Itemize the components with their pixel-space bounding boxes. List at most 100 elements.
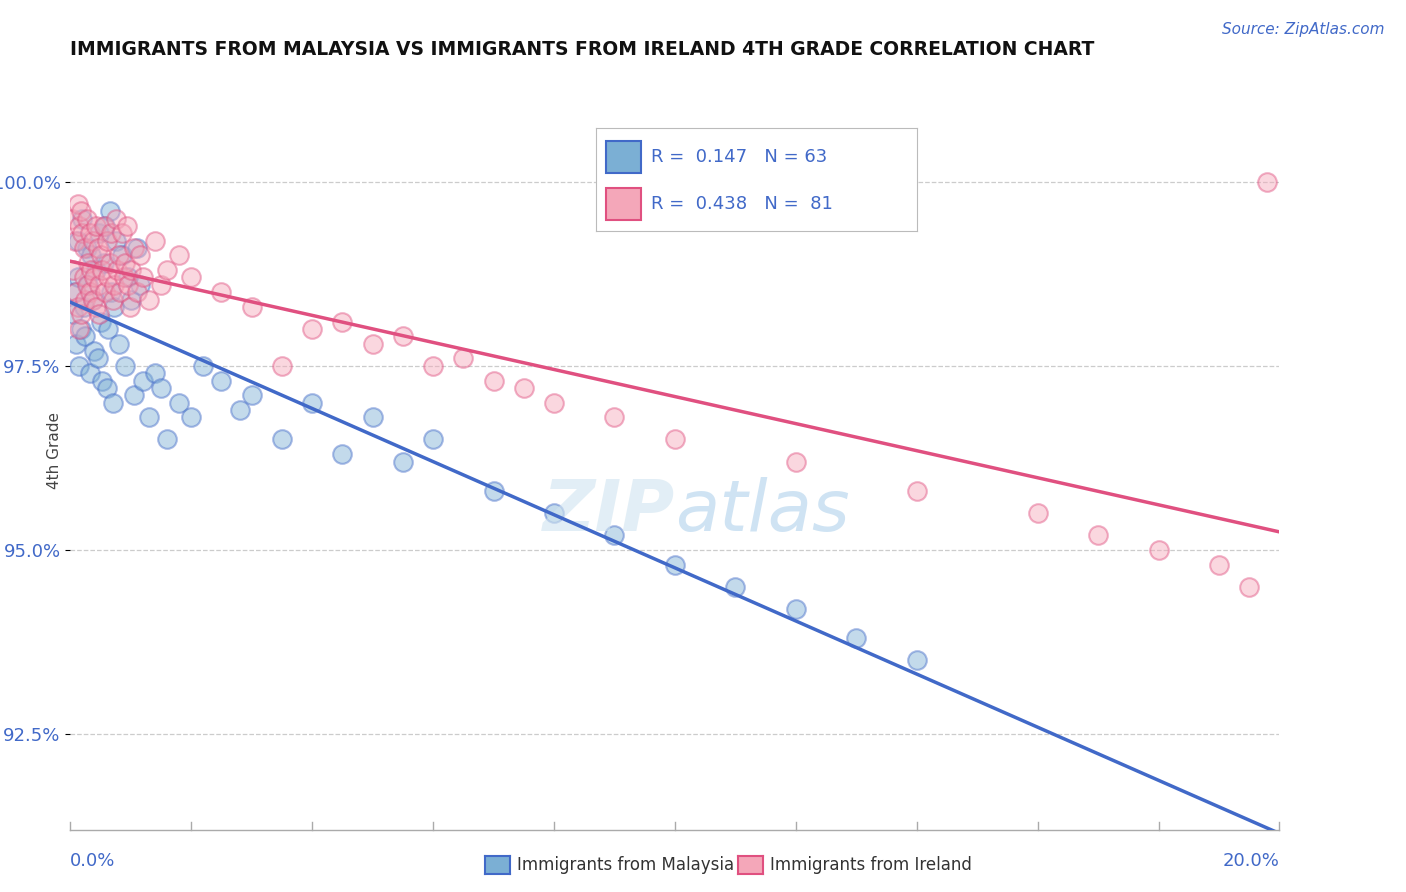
Text: 0.0%: 0.0% (70, 852, 115, 870)
Point (93, 219, 115, 233)
Point (240, 300, 263, 314)
Point (76, 211, 98, 226)
Point (138, 293, 160, 307)
Point (543, 395, 565, 409)
Point (67, 300, 90, 314)
Point (80, 248, 103, 262)
Point (361, 336, 384, 351)
Point (98, 204, 121, 219)
Point (65, 336, 87, 351)
Point (664, 433, 686, 447)
Point (72, 300, 94, 314)
Point (84, 263, 107, 277)
Point (94, 219, 117, 233)
Text: IMMIGRANTS FROM MALAYSIA VS IMMIGRANTS FROM IRELAND 4TH GRADE CORRELATION CHART: IMMIGRANTS FROM MALAYSIA VS IMMIGRANTS F… (70, 39, 1095, 59)
Text: Immigrants from Ireland: Immigrants from Ireland (770, 856, 973, 874)
Point (332, 315, 354, 329)
Point (391, 454, 415, 468)
Point (143, 366, 166, 380)
Point (90, 263, 112, 277)
Point (118, 300, 141, 314)
Point (86, 241, 108, 255)
Point (90, 315, 111, 329)
Point (67, 270, 90, 285)
Point (150, 381, 173, 395)
Point (93, 256, 115, 270)
Point (110, 285, 132, 300)
Point (193, 359, 215, 373)
Point (100, 285, 122, 300)
Point (128, 277, 150, 292)
Point (89, 307, 111, 321)
Point (62, 263, 84, 277)
Point (361, 410, 384, 425)
Point (75, 293, 97, 307)
Point (104, 211, 127, 226)
Point (180, 410, 202, 425)
Point (76, 277, 98, 292)
Point (301, 395, 323, 409)
Point (79, 227, 101, 241)
Point (84, 219, 107, 233)
Point (1087, 528, 1109, 542)
Point (80, 263, 103, 277)
Point (82, 293, 104, 307)
Point (67, 322, 90, 336)
Point (84, 300, 107, 314)
Point (122, 388, 145, 402)
Point (391, 329, 415, 343)
Point (103, 300, 125, 314)
Point (180, 270, 202, 285)
Point (603, 410, 626, 425)
Point (167, 248, 190, 262)
Point (543, 506, 565, 520)
Point (156, 433, 179, 447)
Point (120, 263, 142, 277)
Point (128, 248, 150, 262)
Point (724, 580, 747, 594)
Point (125, 241, 148, 255)
Text: atlas: atlas (675, 476, 849, 546)
Point (143, 234, 166, 248)
Point (69, 322, 91, 336)
Point (65, 285, 87, 300)
Point (97, 270, 120, 285)
Point (73, 241, 96, 255)
Point (1147, 542, 1170, 557)
Point (60, 211, 83, 226)
Point (75, 329, 97, 343)
Y-axis label: 4th Grade: 4th Grade (46, 412, 62, 489)
Text: 20.0%: 20.0% (1223, 852, 1279, 870)
Point (785, 601, 807, 615)
Point (603, 528, 626, 542)
Point (270, 433, 294, 447)
Point (104, 234, 127, 248)
Point (905, 653, 928, 667)
Point (111, 227, 134, 241)
Point (111, 248, 134, 262)
Point (167, 395, 190, 409)
Point (211, 285, 233, 300)
Point (72, 227, 94, 241)
Point (132, 374, 155, 388)
Point (96, 381, 118, 395)
Point (301, 322, 323, 336)
Point (114, 359, 136, 373)
Point (70, 307, 93, 321)
Point (120, 293, 142, 307)
Point (150, 277, 173, 292)
Point (107, 263, 129, 277)
Point (482, 374, 505, 388)
Point (482, 483, 505, 498)
Point (103, 277, 125, 292)
Point (90, 374, 112, 388)
Point (1256, 175, 1278, 189)
Point (156, 263, 179, 277)
Point (69, 204, 91, 219)
Point (90, 248, 111, 262)
Point (94, 285, 117, 300)
Point (270, 359, 294, 373)
Point (107, 336, 129, 351)
Point (422, 359, 444, 373)
Point (98, 256, 121, 270)
